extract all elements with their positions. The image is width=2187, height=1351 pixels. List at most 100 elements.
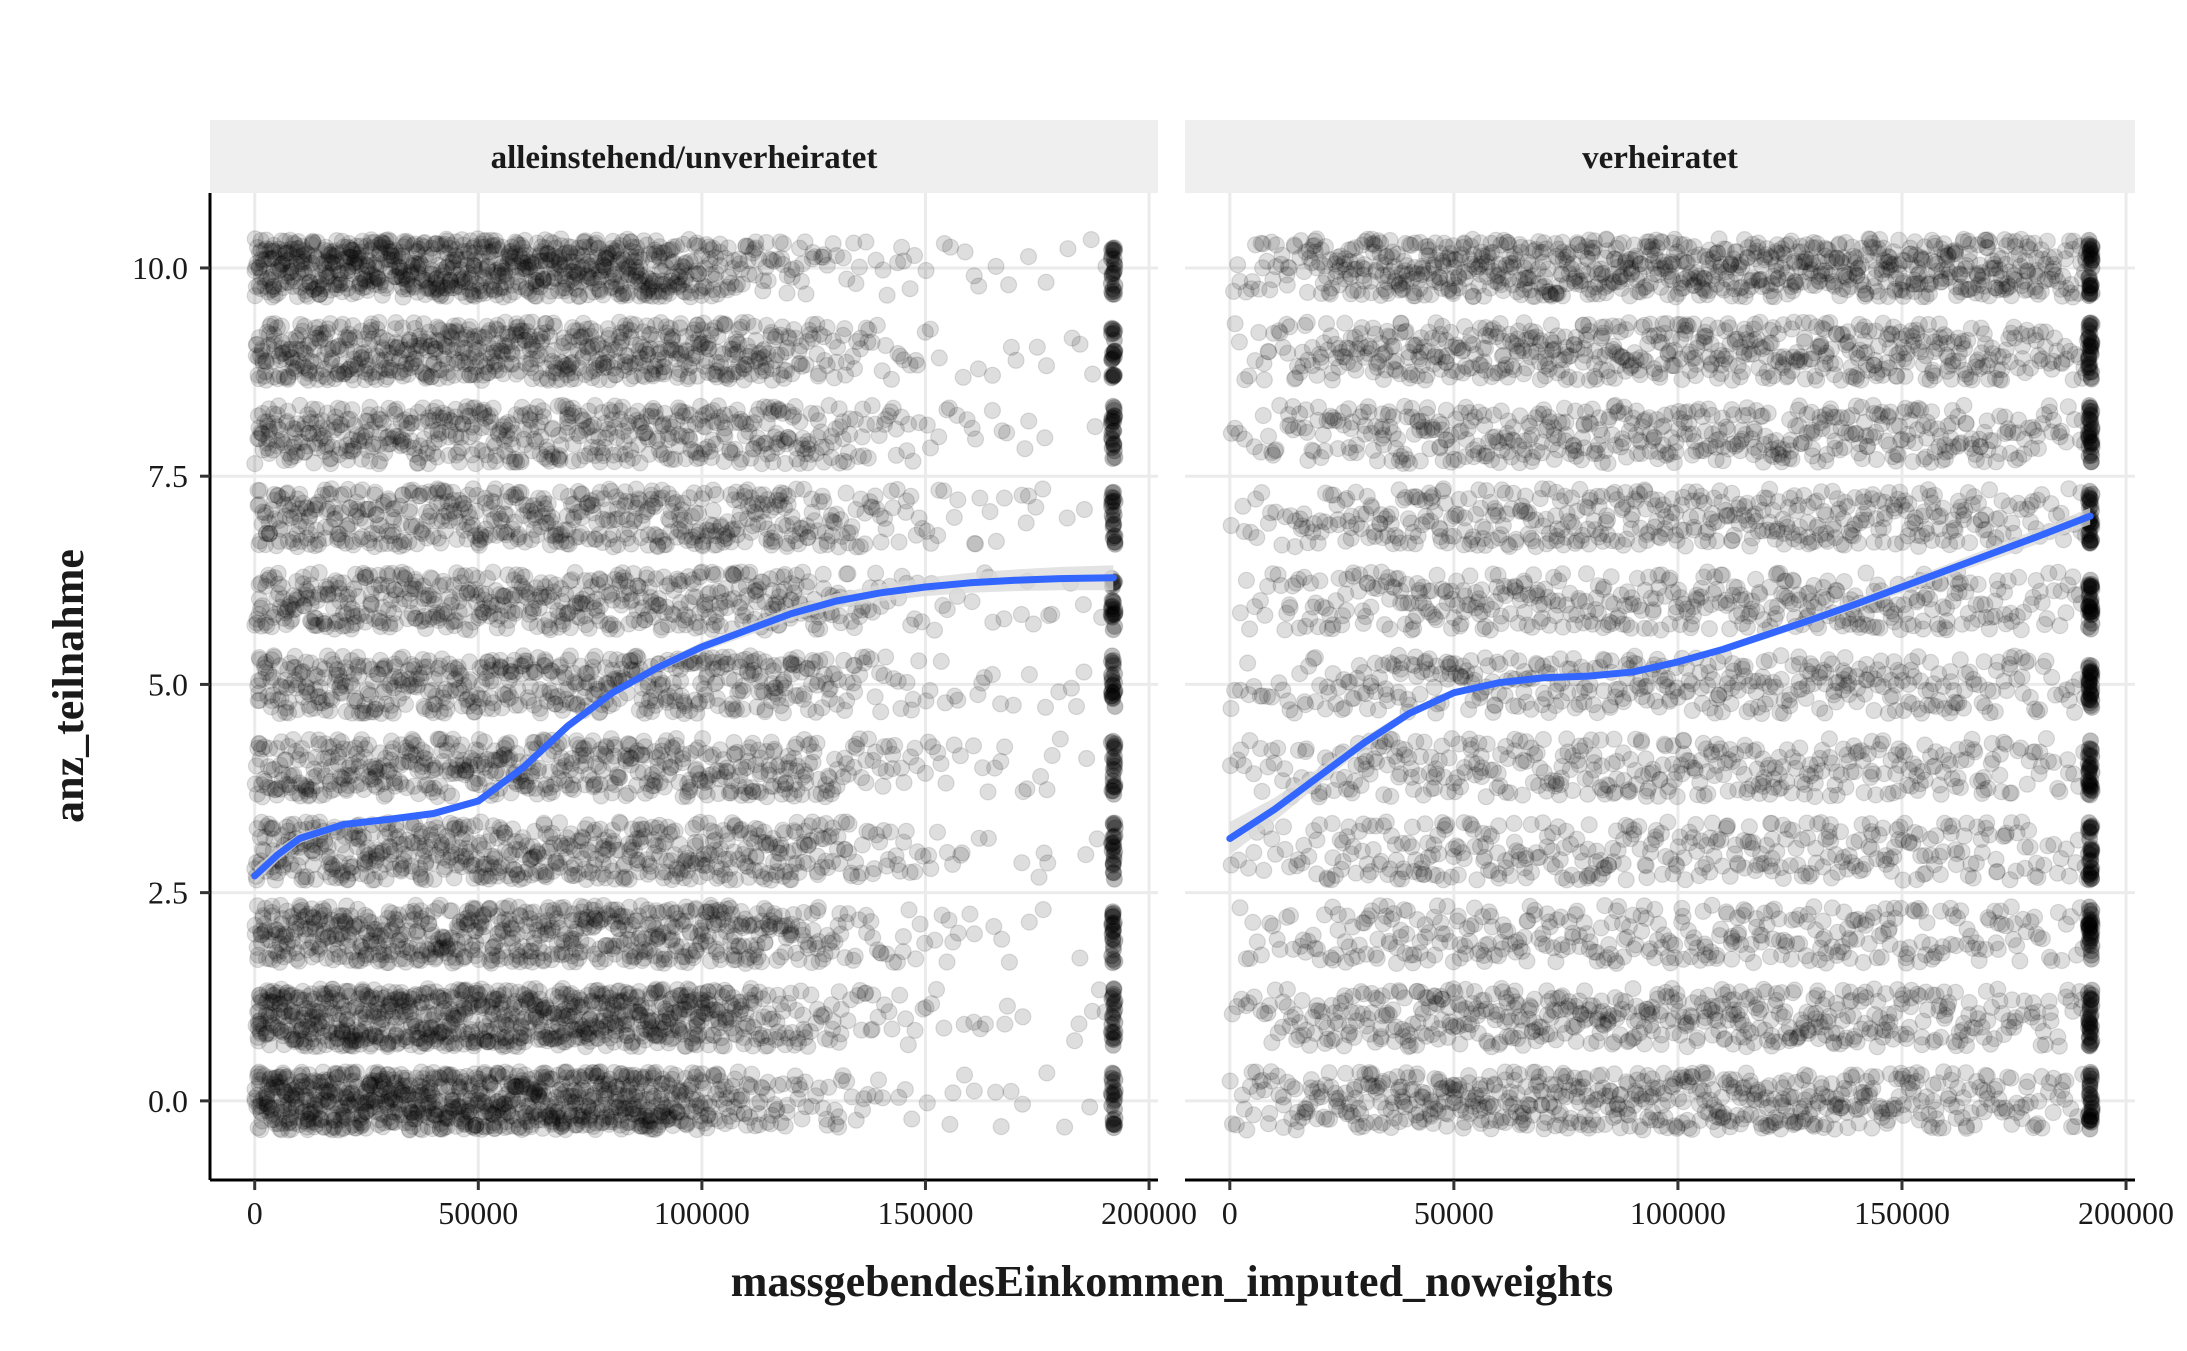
- scatter-point: [380, 1108, 398, 1127]
- scatter-point: [275, 1082, 293, 1100]
- scatter-point-cap: [1103, 841, 1121, 860]
- scatter-point: [300, 1091, 318, 1109]
- scatter-point: [259, 1098, 277, 1116]
- scatter-point-cap: [1105, 1100, 1124, 1118]
- scatter-point: [308, 1115, 326, 1133]
- scatter-point: [341, 1096, 359, 1115]
- scatter-point: [248, 1086, 266, 1104]
- scatter-point: [328, 1096, 346, 1115]
- scatter-point: [328, 1068, 346, 1086]
- scatter-point: [323, 1108, 341, 1126]
- scatter-point: [274, 1064, 292, 1082]
- scatter-point: [261, 1075, 279, 1093]
- scatter-point: [906, 863, 924, 881]
- scatter-point: [941, 1115, 959, 1134]
- scatter-point-cap: [1104, 903, 1122, 921]
- scatter-point: [317, 1073, 335, 1091]
- scatter-point: [315, 1083, 333, 1102]
- scatter-point: [298, 1091, 316, 1109]
- scatter-point: [378, 1082, 396, 1100]
- scatter-point: [369, 1066, 387, 1084]
- scatter-point: [256, 1094, 274, 1113]
- scatter-point: [297, 1087, 315, 1106]
- scatter-point: [955, 1066, 974, 1084]
- scatter-point: [309, 1072, 327, 1091]
- scatter-point: [935, 1019, 953, 1037]
- scatter-point: [246, 1080, 264, 1098]
- scatter-point: [266, 1069, 284, 1087]
- scatter-point: [320, 1093, 338, 1111]
- scatter-point: [734, 700, 752, 718]
- scatter-point: [921, 681, 939, 700]
- scatter-point: [338, 1109, 356, 1127]
- scatter-point: [1039, 854, 1057, 872]
- scatter-point: [290, 1115, 308, 1134]
- scatter-point: [356, 1102, 374, 1121]
- scatter-point: [351, 1113, 370, 1131]
- scatter-point: [774, 704, 793, 722]
- scatter-point: [272, 1121, 291, 1139]
- scatter-point: [352, 1088, 370, 1106]
- scatter-point: [922, 995, 941, 1013]
- scatter-point: [312, 1095, 330, 1113]
- scatter-point: [323, 1081, 341, 1099]
- scatter-point: [270, 1109, 288, 1127]
- scatter-point: [300, 1066, 318, 1084]
- scatter-point-cap: [1104, 1036, 1122, 1054]
- scatter-point: [899, 1036, 917, 1054]
- scatter-point: [370, 1065, 388, 1083]
- scatter-point: [339, 1093, 357, 1111]
- scatter-point: [265, 1110, 283, 1129]
- scatter-point: [300, 1110, 318, 1128]
- scatter-point: [294, 1066, 312, 1084]
- scatter-point: [1062, 679, 1081, 697]
- scatter-point: [361, 1074, 379, 1092]
- scatter-point: [278, 1086, 296, 1104]
- scatter-point: [357, 1119, 375, 1137]
- scatter-point: [335, 1103, 353, 1121]
- scatter-point: [872, 703, 890, 721]
- scatter-point: [258, 1087, 276, 1106]
- scatter-point: [506, 604, 524, 623]
- scatter-point: [303, 1103, 321, 1121]
- scatter-point: [1088, 830, 1106, 848]
- scatter-point: [808, 734, 826, 752]
- scatter-point: [369, 1115, 387, 1134]
- scatter-point: [315, 1118, 333, 1136]
- scatter-point: [1034, 900, 1052, 919]
- scatter-point: [263, 1111, 281, 1129]
- scatter-point: [334, 1066, 352, 1084]
- scatter-point: [363, 1091, 381, 1110]
- scatter-point: [484, 563, 502, 581]
- scatter-point: [1013, 1095, 1032, 1113]
- scatter-point: [280, 1100, 298, 1118]
- scatter-point: [1065, 1032, 1084, 1050]
- scatter-point: [438, 700, 456, 718]
- scatter-point: [336, 1087, 354, 1106]
- scatter-point: [338, 1084, 356, 1103]
- scatter-point: [898, 673, 916, 692]
- scatter-point: [926, 931, 944, 949]
- scatter-point: [992, 752, 1010, 771]
- scatter-point: [259, 1078, 277, 1096]
- scatter-point: [278, 1068, 296, 1086]
- scatter-point: [325, 1111, 343, 1130]
- scatter-point: [347, 1119, 365, 1137]
- scatter-point: [347, 1088, 365, 1107]
- scatter-point: [326, 1084, 344, 1103]
- scatter-point: [693, 729, 712, 748]
- scatter-point: [371, 1072, 389, 1090]
- scatter-point: [932, 754, 950, 773]
- scatter-point: [253, 1112, 271, 1130]
- scatter-point: [289, 1078, 307, 1096]
- scatter-point: [932, 652, 950, 671]
- scatter-point: [1071, 949, 1089, 967]
- scatter-point: [880, 1003, 898, 1021]
- scatter-point: [252, 1092, 270, 1110]
- scatter-point: [325, 1118, 343, 1137]
- scatter-point: [251, 1096, 270, 1114]
- scatter-point: [379, 1066, 397, 1084]
- scatter-point: [358, 1082, 376, 1100]
- scatter-point: [287, 1090, 305, 1108]
